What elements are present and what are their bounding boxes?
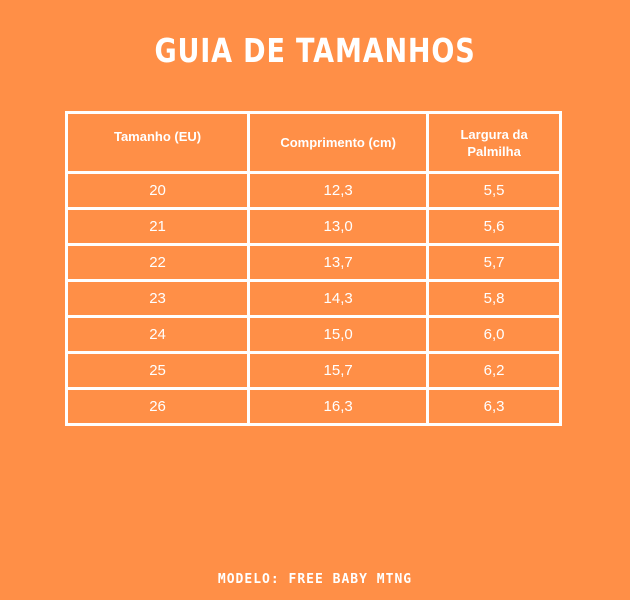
cell-width: 5,8 <box>426 279 562 318</box>
header-size: Tamanho (EU) <box>64 111 251 174</box>
cell-width: 5,7 <box>426 243 562 282</box>
cell-width: 5,6 <box>426 207 562 246</box>
cell-length: 14,3 <box>247 279 430 318</box>
header-width: Largura da Palmilha <box>426 111 562 174</box>
cell-size: 23 <box>64 279 251 318</box>
table-row: 25 15,7 6,2 <box>64 351 562 390</box>
cell-length: 13,7 <box>247 243 430 282</box>
cell-size: 26 <box>64 387 251 426</box>
table-row: 22 13,7 5,7 <box>64 243 562 282</box>
model-caption: MODELO: FREE BABY MTNG <box>217 572 413 587</box>
cell-length: 12,3 <box>247 171 430 210</box>
cell-width: 6,0 <box>426 315 562 354</box>
cell-width: 6,3 <box>426 387 562 426</box>
header-width-label: Largura da Palmilha <box>460 126 528 159</box>
table-row: 23 14,3 5,8 <box>64 279 562 318</box>
cell-size: 24 <box>64 315 251 354</box>
cell-size: 20 <box>64 171 251 210</box>
header-size-label: Tamanho (EU) <box>113 129 202 144</box>
table-row: 21 13,0 5,6 <box>64 207 562 246</box>
cell-width: 5,5 <box>426 171 562 210</box>
table-row: 24 15,0 6,0 <box>64 315 562 354</box>
cell-size: 22 <box>64 243 251 282</box>
table-row: 20 12,3 5,5 <box>64 171 562 210</box>
cell-width: 6,2 <box>426 351 562 390</box>
page-title: GUIA DE TAMANHOS <box>154 31 476 70</box>
cell-size: 21 <box>64 207 251 246</box>
cell-length: 13,0 <box>247 207 430 246</box>
cell-length: 15,0 <box>247 315 430 354</box>
table-row: 26 16,3 6,3 <box>64 387 562 426</box>
header-length-label: Comprimento (cm) <box>280 135 396 150</box>
size-table: Tamanho (EU) Comprimento (cm) Largura da… <box>64 111 562 426</box>
cell-size: 25 <box>64 351 251 390</box>
cell-length: 15,7 <box>247 351 430 390</box>
cell-length: 16,3 <box>247 387 430 426</box>
header-length: Comprimento (cm) <box>247 111 430 174</box>
table-header-row: Tamanho (EU) Comprimento (cm) Largura da… <box>64 111 562 174</box>
